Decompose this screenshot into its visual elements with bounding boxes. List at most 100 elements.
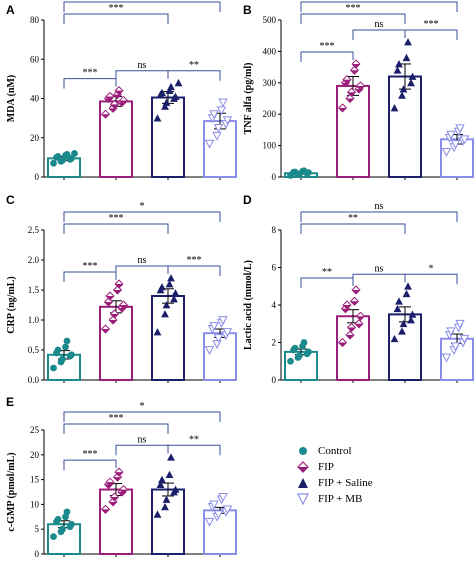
data-point: [402, 289, 411, 298]
data-points-group: [287, 339, 312, 365]
y-tick-label: 300: [263, 78, 277, 88]
significance-bracket: [63, 423, 169, 434]
y-tick-label: 500: [263, 15, 277, 25]
data-point: [109, 99, 120, 109]
significance-bracket: [63, 459, 117, 471]
data-point: [305, 348, 312, 356]
diamond-marker-icon: [297, 461, 309, 473]
data-point: [171, 289, 180, 297]
data-points-group: [287, 167, 312, 179]
y-tick-label: 2.0: [28, 255, 40, 265]
data-point: [287, 357, 294, 365]
significance-label: ns: [138, 434, 147, 445]
data-point: [399, 85, 408, 93]
data-point: [170, 295, 178, 303]
data-point: [395, 297, 403, 305]
data-point: [105, 477, 115, 487]
triangle-down-marker-icon: [297, 493, 309, 505]
y-tick-label: 100: [263, 141, 277, 151]
data-points-group: [100, 279, 129, 334]
data-point: [222, 328, 233, 337]
data-point: [390, 104, 399, 112]
significance-bracket: [167, 70, 221, 81]
data-point: [213, 124, 224, 133]
data-point: [59, 156, 66, 164]
data-points-group: [100, 86, 129, 119]
legend: Control FIP FIP + Saline FIP + MB: [296, 444, 466, 508]
data-points-group: [390, 38, 417, 112]
data-point: [300, 167, 308, 175]
data-point: [407, 316, 415, 324]
data-point: [162, 301, 171, 309]
significance-bracket: [300, 211, 458, 222]
y-tick-label: 0.0: [28, 375, 40, 385]
data-point: [441, 147, 452, 157]
y-tick-label: 0: [35, 549, 40, 559]
data-point: [213, 510, 224, 520]
y-tick-label: 15: [30, 475, 40, 485]
data-point: [212, 131, 222, 141]
significance-bracket: [167, 444, 221, 456]
bar: [203, 509, 237, 555]
data-points-group: [153, 78, 183, 122]
significance-label: **: [189, 60, 199, 71]
legend-item-control: Control: [296, 444, 466, 458]
significance-bracket: [404, 29, 458, 40]
y-axis-label: MDA (nM): [6, 75, 17, 123]
data-point: [54, 152, 62, 160]
significance-label: ***: [109, 413, 124, 424]
significance-bracket: [300, 277, 354, 288]
significance-bracket: [300, 1, 458, 12]
data-point: [354, 319, 364, 329]
significance-bracket: [300, 223, 406, 234]
legend-label: FIP + MB: [318, 493, 363, 505]
data-point: [345, 330, 355, 340]
data-points-group: [50, 150, 78, 167]
y-axis-label: Lactic acid (mmol/L): [243, 260, 254, 350]
data-points-group: [204, 493, 233, 527]
y-tick-label: 0: [272, 172, 277, 182]
y-tick-label: 1.0: [28, 315, 40, 325]
significance-bracket: [63, 271, 117, 282]
significance-label: ***: [83, 68, 98, 79]
data-point: [54, 515, 62, 523]
data-point: [62, 343, 69, 351]
data-points-group: [50, 508, 75, 541]
significance-bracket: [63, 1, 221, 12]
data-point: [158, 88, 166, 97]
data-point: [300, 339, 308, 346]
significance-label: *: [140, 401, 145, 412]
significance-bracket: [300, 51, 354, 62]
significance-label: ns: [375, 201, 384, 212]
significance-label: ***: [187, 255, 202, 266]
data-point: [450, 140, 461, 149]
data-point: [68, 154, 75, 162]
y-tick-label: 6: [272, 263, 277, 273]
bar: [336, 84, 370, 178]
data-point: [167, 274, 175, 282]
data-point: [342, 300, 352, 310]
data-point: [349, 65, 360, 75]
y-axis-label: CRP (ng/mL): [6, 276, 17, 334]
data-point: [165, 280, 174, 288]
data-point: [114, 467, 124, 477]
data-point: [455, 319, 465, 329]
bar: [99, 488, 133, 555]
data-point: [404, 282, 412, 290]
y-tick-label: 20: [30, 450, 40, 460]
data-point: [118, 300, 129, 310]
panel-letter: D: [243, 193, 252, 207]
y-tick-label: 8: [272, 225, 277, 235]
significance-label: ns: [138, 60, 147, 71]
data-points-group: [153, 274, 180, 336]
data-point: [204, 517, 215, 527]
data-point: [216, 106, 227, 116]
data-points-group: [204, 98, 233, 149]
panel-letter: A: [6, 3, 15, 17]
data-point: [100, 324, 111, 334]
significance-bracket: [63, 13, 169, 24]
significance-bracket: [352, 273, 406, 285]
data-point: [105, 291, 115, 301]
